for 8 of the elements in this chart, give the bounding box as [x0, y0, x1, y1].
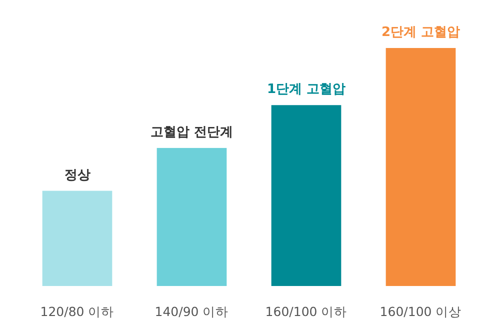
annotation: 고혈압 전단계 — [150, 124, 234, 140]
x-tick-label: 160/100 이상 — [380, 304, 462, 319]
x-tick-label: 120/80 이하 — [40, 304, 114, 319]
x-tick-label: 160/100 이하 — [265, 304, 348, 319]
x-tick-label: 140/90 이하 — [154, 304, 229, 319]
annotation: 2단계 고혈압 — [381, 25, 460, 40]
annotation: 1단계 고혈압 — [266, 82, 346, 98]
annotation: 정상 — [64, 168, 90, 183]
